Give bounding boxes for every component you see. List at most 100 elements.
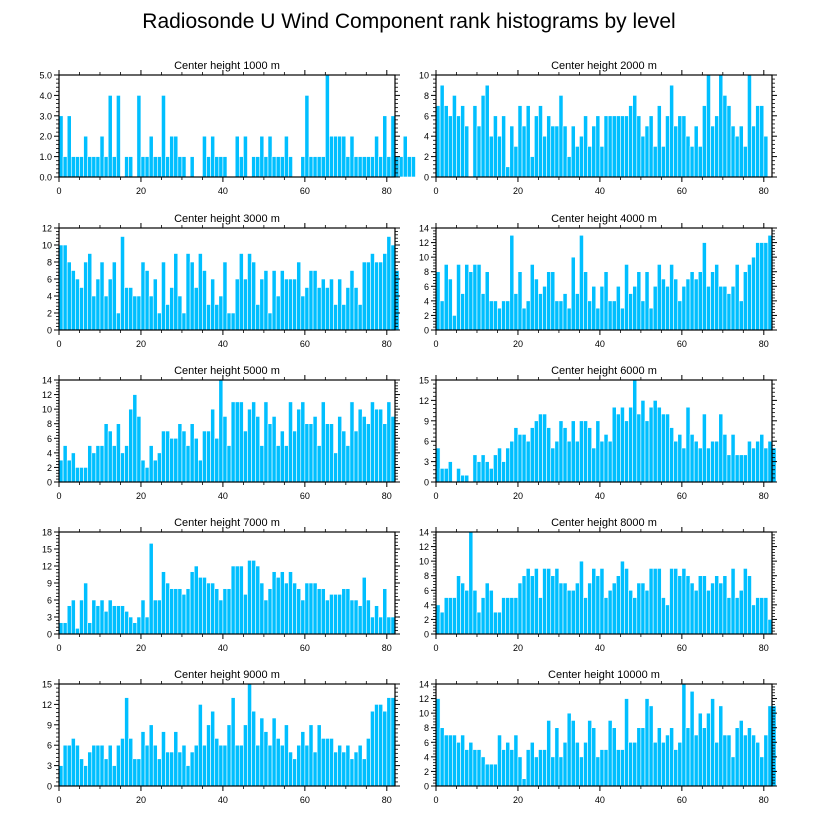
histogram-bar — [337, 135, 343, 178]
histogram-bar — [743, 271, 748, 331]
histogram-bar — [70, 156, 76, 178]
histogram-bar — [124, 697, 129, 787]
histogram-bar — [538, 293, 543, 331]
histogram-bar — [759, 756, 765, 787]
histogram-bar — [382, 253, 388, 331]
histogram-bar — [615, 413, 621, 483]
histogram-bar — [603, 115, 609, 178]
histogram-bar — [91, 599, 97, 635]
histogram-bar — [443, 597, 449, 635]
histogram-bar — [738, 125, 744, 178]
histogram-bar — [697, 712, 703, 787]
plot-frame — [435, 74, 773, 178]
histogram-bar — [661, 413, 666, 483]
histogram-bar — [275, 738, 281, 787]
histogram-bar — [456, 264, 461, 331]
panel-title: Center height 3000 m — [174, 213, 280, 225]
histogram-bar — [79, 599, 84, 635]
histogram-bar — [148, 295, 154, 331]
histogram-bar — [763, 135, 769, 178]
histogram-bar — [677, 300, 683, 331]
histogram-bar — [517, 434, 523, 483]
histogram-bar — [505, 166, 511, 178]
y-tick-label: 12 — [419, 542, 429, 552]
histogram-bar — [710, 125, 715, 178]
histogram-bar — [116, 423, 121, 483]
histogram-bar — [263, 156, 269, 178]
histogram-bar — [173, 731, 179, 787]
histogram-bar — [558, 420, 564, 483]
histogram-bar — [157, 156, 162, 178]
rank-histogram-1: Center height 1000 m 0.0 1.0 2.0 3.0 4.0 5.0 0 2… — [39, 60, 416, 196]
histogram-bar — [87, 156, 93, 178]
y-tick-label: 4 — [424, 132, 429, 142]
y-tick-label: 10 — [419, 557, 429, 567]
plot-frame — [435, 379, 773, 483]
histogram-bar — [259, 278, 265, 331]
x-tick-label: 20 — [136, 795, 146, 805]
histogram-bar — [214, 304, 220, 331]
y-tick-label: 5.0 — [39, 71, 52, 81]
histogram-bar — [320, 278, 326, 331]
histogram-bar — [534, 568, 539, 635]
y-tick-label: 4 — [424, 752, 429, 762]
histogram-bar — [136, 416, 142, 483]
histogram-bar — [542, 413, 547, 483]
histogram-bar — [247, 560, 252, 635]
histogram-bar — [755, 440, 761, 483]
histogram-bar — [275, 156, 281, 178]
histogram-bar — [513, 146, 519, 178]
histogram-bar — [452, 734, 457, 787]
y-tick-label: 14 — [419, 528, 429, 538]
histogram-bar — [615, 575, 621, 635]
histogram-bar — [210, 408, 216, 483]
histogram-bar — [144, 270, 150, 331]
histogram-bar — [292, 278, 297, 331]
histogram-bar — [534, 278, 539, 331]
histogram-bar — [562, 582, 568, 635]
histogram-bar — [579, 234, 584, 331]
histogram-bar — [591, 447, 597, 483]
histogram-bar — [189, 571, 195, 635]
histogram-bar — [505, 741, 511, 787]
histogram-bar — [734, 727, 740, 787]
histogram-bar — [312, 416, 318, 483]
histogram-bar — [116, 95, 121, 178]
histogram-bar — [554, 300, 560, 331]
histogram-bar — [58, 244, 64, 331]
histogram-bar — [439, 727, 445, 787]
histogram-bar — [488, 589, 494, 635]
histogram-bar — [697, 575, 703, 635]
histogram-bar — [279, 430, 285, 483]
histogram-bar — [632, 597, 638, 635]
histogram-bar — [181, 744, 187, 787]
histogram-bar — [615, 115, 621, 178]
histogram-bar — [591, 727, 597, 787]
histogram-bar — [111, 261, 117, 331]
histogram-bar — [755, 242, 761, 331]
histogram-bar — [226, 312, 232, 331]
histogram-bar — [288, 278, 293, 331]
histogram-bar — [218, 744, 224, 787]
histogram-bar — [132, 622, 138, 635]
histogram-bar — [353, 156, 359, 178]
histogram-bar — [480, 95, 486, 178]
histogram-bar — [275, 295, 281, 331]
histogram-bar — [79, 287, 84, 331]
histogram-bar — [562, 427, 568, 483]
histogram-bar — [349, 135, 355, 178]
histogram-bar — [550, 447, 556, 483]
histogram-bar — [304, 423, 310, 483]
histogram-bar — [648, 115, 654, 178]
histogram-bar — [345, 156, 351, 178]
x-tick-label: 0 — [56, 186, 61, 196]
histogram-bar — [484, 84, 490, 178]
histogram-bar — [140, 599, 146, 635]
histogram-bar — [251, 401, 256, 483]
histogram-bar — [390, 115, 396, 178]
x-tick-label: 40 — [595, 339, 605, 349]
histogram-bar — [550, 125, 556, 178]
histogram-bar — [259, 135, 265, 178]
histogram-bar — [730, 285, 736, 331]
histogram-bar — [361, 261, 367, 331]
